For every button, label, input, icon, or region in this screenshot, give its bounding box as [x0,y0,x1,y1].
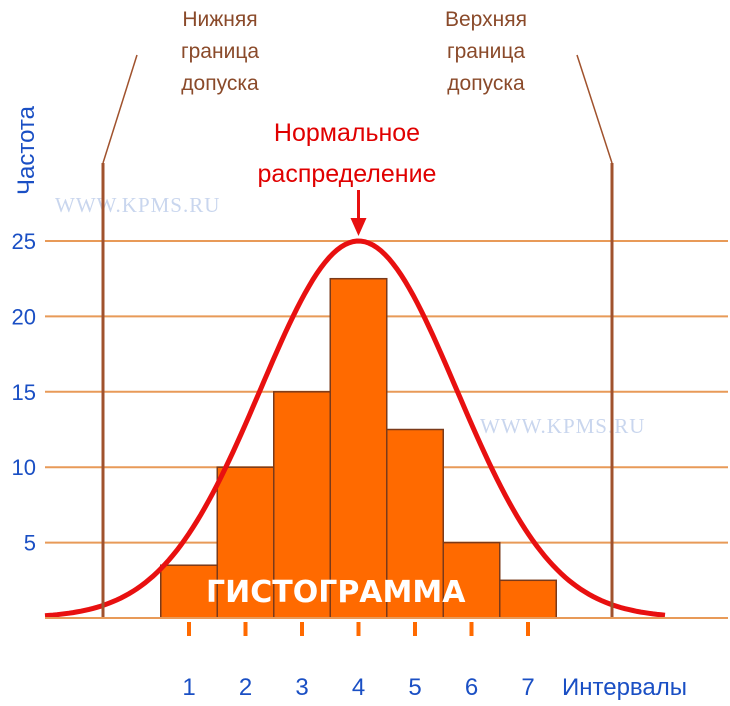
histogram-label: ГИСТОГРАММА [206,575,466,610]
limit-label-line: допуска [447,72,525,95]
bar-6 [442,541,501,619]
bar-4 [329,277,388,619]
limit-leader-0 [102,54,138,164]
limit-label-line: допуска [181,72,259,95]
histogram-bars [160,277,557,619]
normal-curve-group [44,238,666,619]
x-tick-label: 7 [521,674,534,701]
y-axis-label: Частота [13,105,40,195]
peak-arrow-head [350,218,367,236]
bar-1 [160,564,218,619]
x-tick-label: 1 [182,674,195,701]
watermark-right: WWW.KPMS.RU [480,414,645,438]
normal-distribution-label-line: Нормальное [274,119,420,147]
x-tick-label: 3 [295,674,308,701]
x-tick-label: 4 [352,674,365,701]
y-tick-label: 5 [24,531,36,556]
tolerance-limits: Нижняя граница допуска Верхняя граница допуск… [101,8,614,618]
x-tick-label: 6 [465,674,478,701]
limit-leader-1 [576,54,613,164]
y-tick-label: 15 [12,380,36,405]
y-tick-label: 10 [12,455,36,480]
watermark-top: WWW.KPMS.RU [55,193,220,217]
bar-2 [216,466,275,619]
normal-curve [44,238,666,619]
x-tick-label: 5 [408,674,421,701]
bar-5 [386,428,444,619]
x-axis-label: Интервалы [562,674,687,701]
limit-label-line: граница [181,40,259,63]
y-tick-label: 20 [12,304,36,329]
y-ticks: 5 10 15 20 25 [12,229,36,556]
limit-label-line: Верхняя [445,8,527,31]
limit-label-line: Нижняя [182,8,257,31]
bar-7 [499,579,557,619]
x-tick-label: 2 [239,674,252,701]
x-ticks: 1 2 3 4 5 6 7 [182,622,535,701]
y-tick-label: 25 [12,229,36,254]
normal-distribution-annotation: Нормальное распределение [258,119,437,236]
watermarks: WWW.KPMS.RU WWW.KPMS.RU [55,193,645,438]
normal-distribution-label-line: распределение [258,160,437,188]
limit-label-line: граница [447,40,525,63]
